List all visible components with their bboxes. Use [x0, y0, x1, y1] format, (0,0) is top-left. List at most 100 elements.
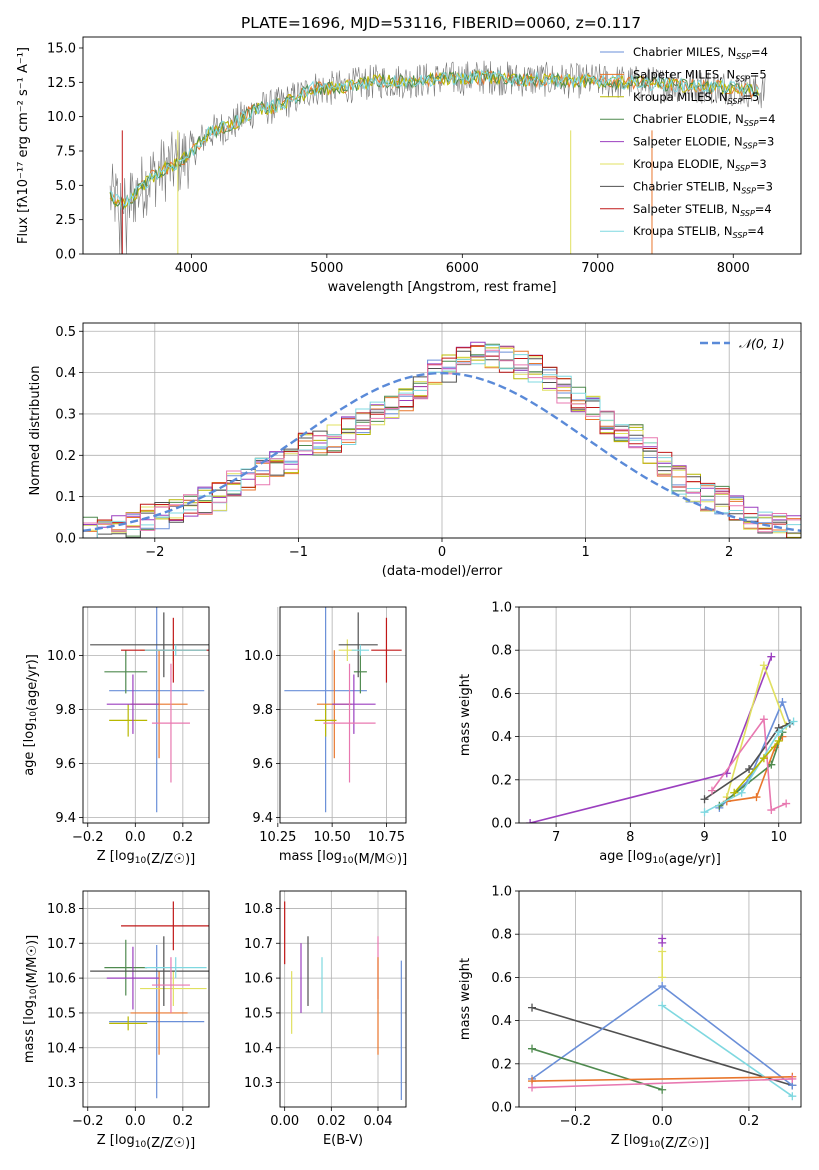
- y-tick-label: 0.0: [491, 1101, 512, 1116]
- weight-marker: [700, 808, 709, 817]
- y-tick-label: 0.2: [491, 773, 512, 788]
- y-tick-label: 0.2: [55, 449, 76, 464]
- y-tick-label: 10.3: [47, 1076, 76, 1091]
- weight-line: [704, 722, 791, 800]
- weight-line: [531, 1078, 793, 1089]
- residuals-legend: 𝒩(0, 1): [700, 336, 785, 351]
- y-tick-label: 0.6: [491, 971, 512, 986]
- legend-label: Salpeter STELIB, NSSP=4: [633, 202, 772, 218]
- y-tick-label: 12.5: [47, 76, 76, 91]
- weight-marker: [752, 793, 761, 802]
- weight-marker: [767, 806, 776, 815]
- x-axis-label: Z [log10(Z/Z☉)]: [97, 849, 195, 867]
- y-tick-label: 10.6: [244, 972, 273, 987]
- x-tick-label: 0.2: [173, 1114, 194, 1129]
- y-axis-label: mass weight: [458, 674, 473, 756]
- legend-label: Kroupa MILES, NSSP=5: [633, 90, 759, 106]
- weight-marker: [737, 788, 746, 797]
- plot-area: [83, 341, 801, 538]
- x-axis-label: age [log10(age/yr)]: [599, 849, 721, 867]
- x-tick-label: −0.2: [72, 1114, 104, 1129]
- weight-marker: [778, 698, 787, 707]
- weight-marker: [767, 760, 776, 769]
- x-tick-label: 8: [626, 830, 634, 845]
- axes-frame: [82, 606, 210, 824]
- y-tick-label: 10.0: [244, 649, 273, 664]
- x-tick-label: 0.0: [125, 1114, 146, 1129]
- panel-residuals: −2 −1 0 1 2 0.0 0.1 0.2 0.3 0.4 0.5 (data-model)/er…: [28, 322, 802, 579]
- weight-line: [711, 717, 787, 812]
- y-tick-label: 5.0: [55, 179, 76, 194]
- y-tick-label: 10.4: [47, 1041, 76, 1056]
- legend-label: Kroupa STELIB, NSSP=4: [633, 224, 764, 240]
- y-tick-label: 10.5: [47, 1006, 76, 1021]
- weight-marker: [528, 1003, 537, 1012]
- x-tick-label: 10.75: [368, 830, 405, 845]
- x-tick-label: 10.50: [314, 830, 351, 845]
- axes-frame: [518, 890, 802, 1108]
- x-tick-label: 0.02: [317, 1114, 346, 1129]
- panel-age-vs-mass: 10.25 10.50 10.75 9.4 9.6 9.8 10.0 mass [log10(…: [244, 606, 407, 867]
- histogram-step: [83, 345, 801, 538]
- panel-mass-vs-Z: −0.2 0.0 0.2 10.3 10.4 10.5 10.6 10.7 10.8 Z [log…: [22, 890, 210, 1151]
- y-tick-label: 0.6: [491, 687, 512, 702]
- weight-marker: [774, 736, 783, 745]
- y-tick-label: 10.7: [47, 937, 76, 952]
- panel-massweight-vs-Z: −0.2 0.0 0.2 0.0 0.2 0.4 0.6 0.8 1.0 Z [log10(Z/Z…: [458, 885, 802, 1151]
- y-tick-label: 10.4: [244, 1041, 273, 1056]
- x-tick-label: 0.00: [270, 1114, 299, 1129]
- axes-frame: [279, 606, 407, 824]
- x-tick-label: 0: [438, 545, 446, 560]
- weight-marker: [658, 1001, 667, 1010]
- y-tick-label: 10.3: [244, 1076, 273, 1091]
- weight-line: [531, 1047, 663, 1091]
- weight-marker: [759, 715, 768, 724]
- x-tick-label: 2: [725, 545, 733, 560]
- x-axis-label: Z [log10(Z/Z☉)]: [97, 1133, 195, 1151]
- x-tick-label: 0.2: [173, 830, 194, 845]
- y-tick-label: 9.4: [252, 811, 273, 826]
- y-tick-label: 0.8: [491, 644, 512, 659]
- legend-label: Salpeter ELODIE, NSSP=3: [633, 135, 774, 151]
- weight-marker: [658, 1085, 667, 1094]
- x-tick-label: 0.0: [125, 830, 146, 845]
- weight-marker: [658, 982, 667, 991]
- weight-marker: [730, 788, 739, 797]
- plot-area: [526, 652, 798, 823]
- x-axis-label: (data-model)/error: [382, 564, 503, 579]
- axes-frame: [279, 890, 407, 1108]
- y-axis-label: Normed distribution: [28, 366, 43, 496]
- x-tick-label: 4000: [175, 261, 208, 276]
- axes-frame: [518, 606, 802, 824]
- legend-label: Kroupa ELODIE, NSSP=3: [633, 157, 767, 173]
- y-tick-label: 2.5: [55, 213, 76, 228]
- weight-marker: [528, 1044, 537, 1053]
- x-tick-label: −2: [145, 545, 164, 560]
- plot-area: [90, 901, 209, 1099]
- y-tick-label: 0.2: [491, 1057, 512, 1072]
- plot-area: [90, 607, 209, 813]
- weight-marker: [759, 661, 768, 670]
- x-tick-label: −0.2: [72, 830, 104, 845]
- figure-title: PLATE=1696, MJD=53116, FIBERID=0060, z=0…: [241, 14, 641, 32]
- weight-marker: [767, 652, 776, 661]
- legend-label: Chabrier MILES, NSSP=4: [633, 45, 768, 61]
- x-axis-label: wavelength [Angstrom, rest frame]: [328, 280, 557, 295]
- weight-marker: [788, 1074, 797, 1083]
- y-axis-label: age [log10(age/yr)]: [22, 654, 40, 776]
- y-tick-label: 10.8: [47, 902, 76, 917]
- weight-marker: [658, 973, 667, 982]
- weight-line: [531, 1076, 793, 1082]
- axes-frame: [82, 322, 802, 539]
- x-tick-label: 9: [700, 830, 708, 845]
- y-tick-label: 0.0: [55, 532, 76, 547]
- panel-spectrum: 4000 5000 6000 7000 8000 0.0 2.5 5.0 7.5 10.0 12.5…: [16, 36, 802, 295]
- axes-frame: [82, 890, 210, 1108]
- x-tick-label: 6000: [446, 261, 479, 276]
- legend-label: 𝒩(0, 1): [739, 336, 785, 351]
- y-tick-label: 0.5: [55, 325, 76, 340]
- y-tick-label: 10.0: [47, 110, 76, 125]
- x-tick-label: −1: [289, 545, 308, 560]
- y-tick-label: 1.0: [491, 601, 512, 616]
- weight-marker: [528, 1083, 537, 1092]
